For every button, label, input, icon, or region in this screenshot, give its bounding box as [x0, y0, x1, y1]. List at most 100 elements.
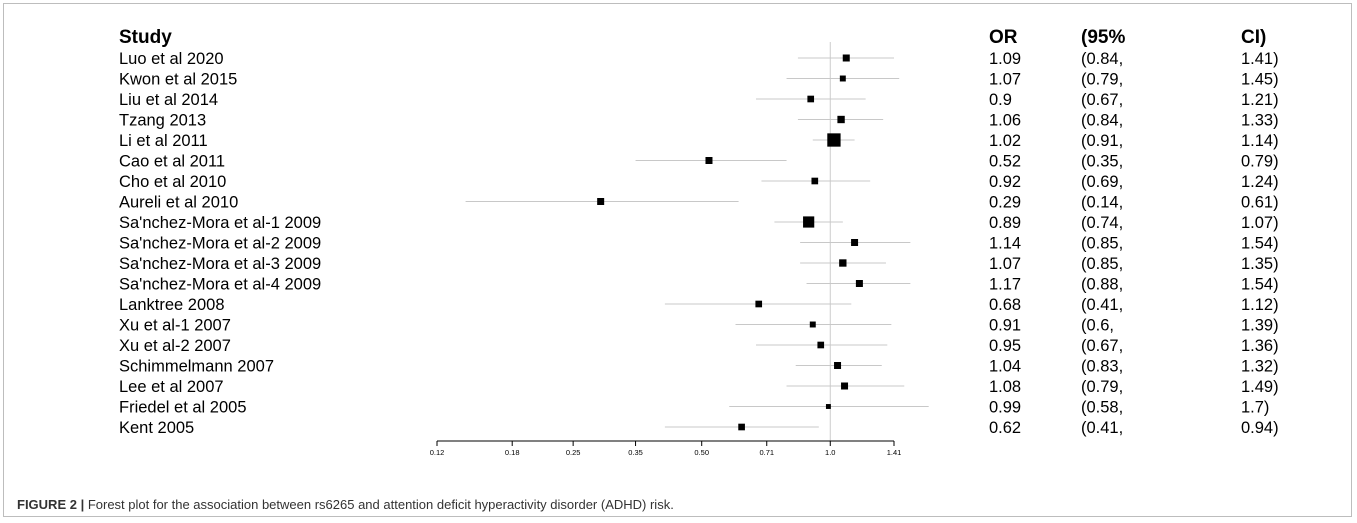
study-name: Cho et al 2010: [119, 173, 226, 191]
ci-low-value: (0.84,: [1081, 112, 1123, 130]
ci-high-value: 1.07): [1241, 214, 1279, 232]
x-tick-label: 1.41: [887, 448, 902, 457]
study-name: Sa'nchez-Mora et al-1 2009: [119, 214, 321, 232]
ci-high-value: 1.21): [1241, 91, 1279, 109]
or-value: 1.08: [989, 378, 1021, 396]
ci-low-value: (0.91,: [1081, 132, 1123, 150]
ci-high-value: 0.61): [1241, 194, 1279, 212]
x-tick-label: 1.0: [825, 448, 835, 457]
or-value: 1.02: [989, 132, 1021, 150]
figure-caption-text: Forest plot for the association between …: [84, 497, 674, 512]
figure-caption-label: FIGURE 2 |: [17, 497, 85, 512]
ci-low-value: (0.6,: [1081, 317, 1114, 335]
study-name: Sa'nchez-Mora et al-4 2009: [119, 276, 321, 294]
x-tick-label: 0.35: [628, 448, 643, 457]
ci-low-value: (0.67,: [1081, 337, 1123, 355]
study-name: Cao et al 2011: [119, 153, 225, 171]
ci-low-value: (0.14,: [1081, 194, 1123, 212]
or-value: 0.95: [989, 337, 1021, 355]
ci-high-value: 1.36): [1241, 337, 1279, 355]
ci-low-value: (0.41,: [1081, 296, 1123, 314]
or-value: 1.07: [989, 255, 1021, 273]
study-name: Aureli et al 2010: [119, 194, 238, 212]
or-value: 0.29: [989, 194, 1021, 212]
ci-low-value: (0.85,: [1081, 235, 1123, 253]
or-value: 0.91: [989, 317, 1021, 335]
study-name: Lanktree 2008: [119, 296, 225, 314]
study-name: Schimmelmann 2007: [119, 358, 274, 376]
or-value: 0.9: [989, 91, 1012, 109]
or-value: 1.09: [989, 50, 1021, 68]
x-tick-label: 0.12: [430, 448, 445, 457]
or-marker: [705, 157, 713, 164]
or-marker: [597, 198, 605, 205]
ci-high-value: 0.94): [1241, 419, 1279, 437]
or-marker: [807, 95, 815, 103]
or-value: 0.92: [989, 173, 1021, 191]
header-ci-high: CI): [1241, 27, 1266, 48]
or-value: 0.89: [989, 214, 1021, 232]
or-marker: [827, 133, 841, 147]
ci-low-value: (0.79,: [1081, 71, 1123, 89]
or-marker: [841, 382, 849, 390]
header-or: OR: [989, 27, 1018, 48]
header-ci-low: (95%: [1081, 27, 1125, 48]
ci-low-value: (0.79,: [1081, 378, 1123, 396]
study-name: Sa'nchez-Mora et al-3 2009: [119, 255, 321, 273]
ci-low-value: (0.41,: [1081, 419, 1123, 437]
or-value: 1.14: [989, 235, 1021, 253]
ci-high-value: 1.54): [1241, 276, 1279, 294]
ci-high-value: 1.14): [1241, 132, 1279, 150]
ci-low-value: (0.83,: [1081, 358, 1123, 376]
or-marker: [803, 216, 815, 228]
study-name: Sa'nchez-Mora et al-2 2009: [119, 235, 321, 253]
or-marker: [809, 321, 816, 328]
figure-caption: FIGURE 2 | Forest plot for the associati…: [17, 497, 674, 512]
x-tick-label: 0.18: [505, 448, 520, 457]
or-marker: [738, 423, 745, 431]
study-name: Liu et al 2014: [119, 91, 218, 109]
study-name: Tzang 2013: [119, 112, 206, 130]
ci-high-value: 1.7): [1241, 399, 1269, 417]
ci-low-value: (0.84,: [1081, 50, 1123, 68]
ci-high-value: 1.24): [1241, 173, 1279, 191]
or-value: 1.17: [989, 276, 1021, 294]
ci-high-value: 1.39): [1241, 317, 1279, 335]
ci-low-value: (0.58,: [1081, 399, 1123, 417]
ci-high-value: 1.12): [1241, 296, 1279, 314]
ci-high-value: 1.35): [1241, 255, 1279, 273]
or-value: 1.06: [989, 112, 1021, 130]
study-name: Kent 2005: [119, 419, 194, 437]
or-marker: [842, 54, 850, 62]
or-value: 0.99: [989, 399, 1021, 417]
ci-low-value: (0.67,: [1081, 91, 1123, 109]
or-marker: [837, 115, 845, 124]
ci-low-value: (0.69,: [1081, 173, 1123, 191]
ci-low-value: (0.88,: [1081, 276, 1123, 294]
study-name: Xu et al-2 2007: [119, 337, 231, 355]
ci-high-value: 1.32): [1241, 358, 1279, 376]
or-value: 0.52: [989, 153, 1021, 171]
ci-low-value: (0.74,: [1081, 214, 1123, 232]
ci-low-value: (0.35,: [1081, 153, 1123, 171]
x-tick-label: 0.25: [566, 448, 581, 457]
or-value: 1.04: [989, 358, 1021, 376]
or-value: 1.07: [989, 71, 1021, 89]
study-name: Lee et al 2007: [119, 378, 224, 396]
ci-high-value: 1.41): [1241, 50, 1279, 68]
ci-high-value: 0.79): [1241, 153, 1279, 171]
ci-low-value: (0.85,: [1081, 255, 1123, 273]
x-tick-label: 0.71: [759, 448, 774, 457]
or-marker: [755, 300, 763, 308]
or-value: 0.68: [989, 296, 1021, 314]
ci-high-value: 1.54): [1241, 235, 1279, 253]
study-name: Xu et al-1 2007: [119, 317, 231, 335]
forest-plot: Study OR (95% CI) Luo et al 2020 1.09 (0.84, 1…: [119, 27, 1279, 457]
or-marker: [855, 280, 863, 287]
x-tick-label: 0.50: [694, 448, 709, 457]
header-study: Study: [119, 27, 172, 48]
or-marker: [839, 75, 846, 82]
or-marker: [839, 259, 847, 267]
or-marker: [811, 177, 819, 185]
study-name: Friedel et al 2005: [119, 399, 247, 417]
